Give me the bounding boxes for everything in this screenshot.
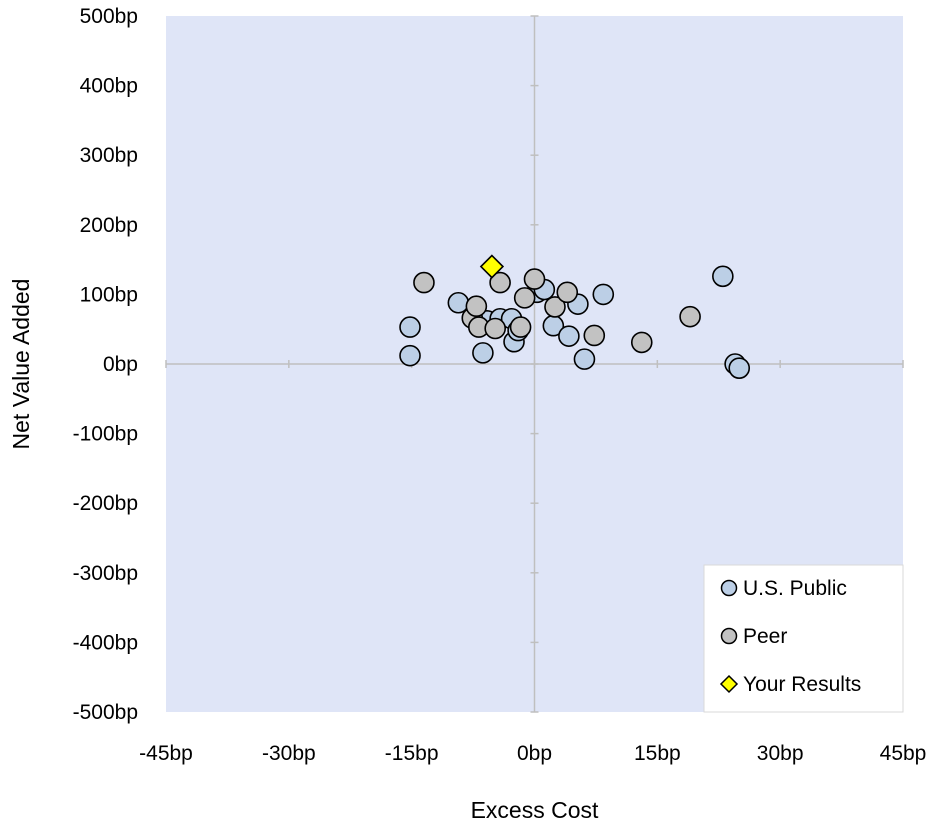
y-tick-label: -500bp <box>73 701 138 724</box>
peer-point <box>630 331 653 354</box>
peer-point <box>513 287 536 309</box>
u-s-public-point <box>592 283 615 306</box>
your-results-point <box>479 254 505 279</box>
x-tick-label: -30bp <box>262 742 316 765</box>
x-tick-label: -45bp <box>139 742 193 765</box>
x-tick-label: 0bp <box>517 742 552 765</box>
x-tick-label: -15bp <box>385 742 439 765</box>
y-tick-label: 400bp <box>80 75 138 98</box>
y-tick-label: 300bp <box>80 144 138 167</box>
peer-point <box>523 268 546 290</box>
u-s-public-point <box>399 316 421 338</box>
y-tick-label: -400bp <box>73 631 138 654</box>
y-tick-label: 0bp <box>103 353 138 376</box>
u-s-public-point <box>447 291 470 314</box>
legend-box <box>703 564 904 713</box>
y-tick-label: -100bp <box>73 423 138 446</box>
y-axis-title: Net Value Added <box>8 279 34 450</box>
data-points <box>399 254 751 379</box>
legend-marker-u-s-public <box>720 579 738 597</box>
y-tick-label: -300bp <box>73 562 138 585</box>
y-tick-label: 500bp <box>80 5 138 28</box>
x-tick-label: 45bp <box>880 742 927 765</box>
x-axis-title: Excess Cost <box>471 797 599 821</box>
legend-label-your-results: Your Results <box>743 673 861 696</box>
legend-marker-peer <box>720 627 738 645</box>
y-tick-label: 200bp <box>80 214 138 237</box>
u-s-public-point <box>558 325 580 347</box>
legend: U.S. Public Peer Your Results <box>703 564 904 713</box>
peer-point <box>509 316 532 338</box>
axes <box>166 16 903 712</box>
u-s-public-point <box>573 348 596 370</box>
peer-point <box>583 324 606 347</box>
x-tick-labels: -45bp -30bp -15bp 0bp 15bp 30bp 45bp <box>139 742 926 765</box>
peer-point <box>489 271 511 294</box>
x-tick-label: 30bp <box>757 742 804 765</box>
legend-label-u-s-public: U.S. Public <box>743 577 847 600</box>
legend-label-peer: Peer <box>743 625 787 648</box>
u-s-public-point <box>472 342 494 364</box>
x-tick-label: 15bp <box>634 742 681 765</box>
legend-marker-your-results <box>719 674 739 694</box>
peer-point <box>465 295 488 318</box>
y-tick-label: -200bp <box>73 492 138 515</box>
series-peer <box>413 268 701 354</box>
peer-point <box>484 317 506 340</box>
series-your-results <box>479 254 505 279</box>
y-tick-label: 100bp <box>80 283 138 306</box>
peer-point <box>556 281 579 304</box>
u-s-public-point <box>399 344 421 367</box>
peer-point <box>413 271 435 294</box>
peer-point <box>679 305 701 328</box>
u-s-public-point <box>712 265 734 288</box>
u-s-public-point <box>728 357 751 379</box>
y-tick-labels: 500bp 400bp 300bp 200bp 100bp 0bp -100bp -200bp… <box>73 5 138 724</box>
peer-point <box>544 296 566 318</box>
